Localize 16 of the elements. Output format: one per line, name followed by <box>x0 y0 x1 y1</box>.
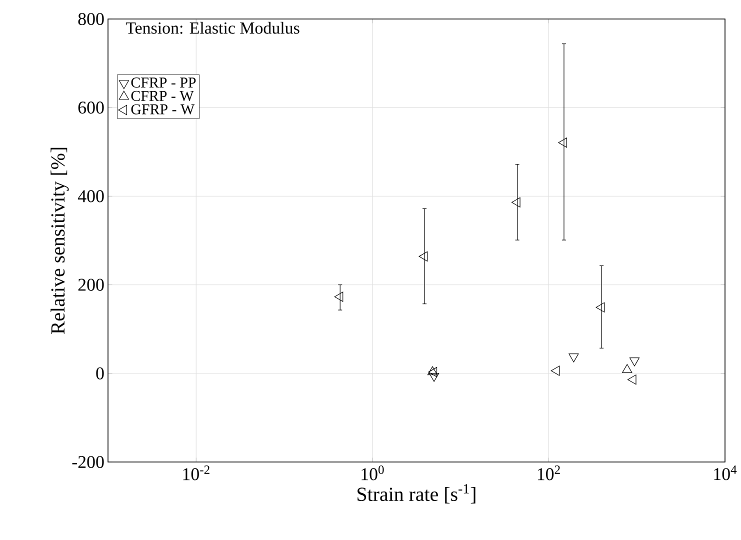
chart-title: Tension: Elastic Modulus <box>126 22 300 34</box>
legend-label: CFRP - W <box>131 90 194 102</box>
y-tick-label: 800 <box>78 12 104 26</box>
y-tick-label: -200 <box>72 456 104 468</box>
legend-label: GFRP - W <box>131 104 195 114</box>
x-tick-label: 10$^{-2}$ <box>183 466 210 480</box>
x-tick-label: 10$^{2}$ <box>538 466 560 480</box>
x-axis-title: Strain rate [s$^{-1}$] <box>358 484 476 504</box>
legend-label: CFRP - PP <box>131 78 196 88</box>
x-tick-label: 10$^{4}$ <box>714 466 737 480</box>
y-tick-label: 400 <box>78 190 104 202</box>
y-tick-label: 600 <box>78 102 104 114</box>
x-tick-label: 10$^{0}$ <box>362 466 384 480</box>
y-tick-label: 200 <box>78 278 104 291</box>
y-tick-label: 0 <box>96 367 104 380</box>
y-axis-title: Relative sensitivity [%] <box>50 148 69 334</box>
